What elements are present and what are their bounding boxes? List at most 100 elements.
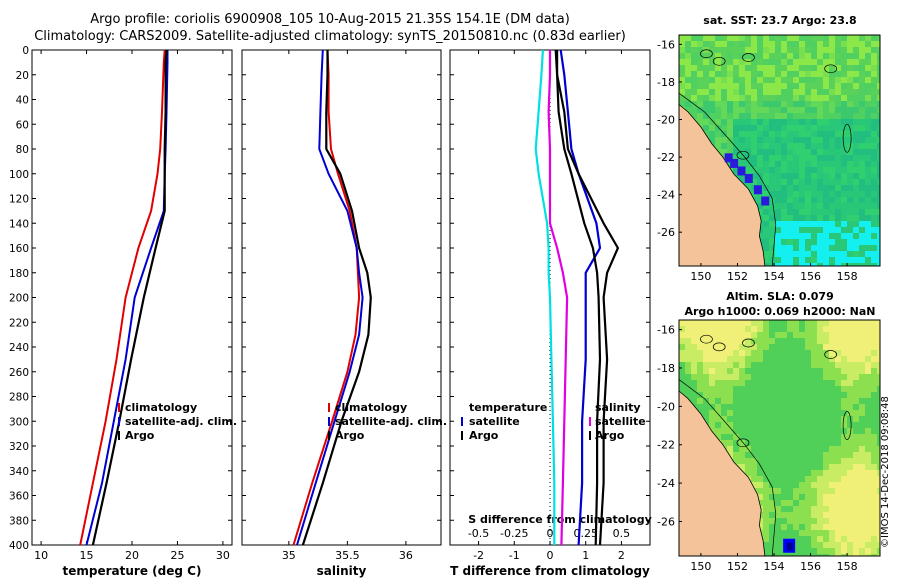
sla-map-cell bbox=[757, 338, 763, 344]
sst-map-cell bbox=[757, 209, 763, 215]
sla-map-cell bbox=[787, 368, 793, 374]
sla-map-cell bbox=[835, 428, 841, 434]
sst-map-cell bbox=[745, 155, 751, 161]
sst-map-cell bbox=[877, 215, 880, 221]
sla-map-cell bbox=[865, 374, 871, 380]
sla-map-cell bbox=[679, 350, 685, 356]
sst-map-cell bbox=[679, 47, 685, 53]
sla-map-cell bbox=[805, 416, 811, 422]
sst-map-cell bbox=[829, 191, 835, 197]
sst-map-cell bbox=[835, 191, 841, 197]
sst-map-cell bbox=[853, 59, 859, 65]
sst-map-cell bbox=[799, 53, 805, 59]
sst-map-cell bbox=[805, 239, 811, 245]
sst-map-cell bbox=[775, 77, 781, 83]
sla-map-cell bbox=[871, 350, 877, 356]
sst-map-cell bbox=[805, 155, 811, 161]
sla-map-cell bbox=[799, 386, 805, 392]
sst-map-cell bbox=[847, 137, 853, 143]
sst-map-cell bbox=[841, 233, 847, 239]
sla-map-cell bbox=[865, 500, 871, 506]
sla-map-cell bbox=[697, 332, 703, 338]
sla-map-cell bbox=[877, 440, 880, 446]
sla-map-cell bbox=[739, 410, 745, 416]
sst-map-cell bbox=[787, 41, 793, 47]
sla-map-cell bbox=[793, 458, 799, 464]
sst-map-cell bbox=[847, 221, 853, 227]
sla-map-cell bbox=[865, 320, 871, 326]
sla-map-cell bbox=[769, 332, 775, 338]
sla-map-cell bbox=[871, 374, 877, 380]
sst-map-cell bbox=[709, 101, 715, 107]
sla-map-cell bbox=[811, 374, 817, 380]
sst-map-cell bbox=[823, 263, 829, 266]
sla-map-cell bbox=[733, 344, 739, 350]
sst-map-cell bbox=[793, 161, 799, 167]
sst-map-cell bbox=[811, 137, 817, 143]
difference-series-salinity-Argo bbox=[554, 49, 602, 546]
sla-map-cell bbox=[739, 326, 745, 332]
sla-map-cell bbox=[703, 410, 709, 416]
sla-map-cell bbox=[691, 392, 697, 398]
sla-map-cell bbox=[835, 488, 841, 494]
sst-map-cell bbox=[721, 47, 727, 53]
ytick-label: 140 bbox=[9, 218, 29, 230]
sla-map-frame bbox=[678, 319, 881, 557]
sst-map-cell bbox=[799, 113, 805, 119]
sla-map-cell bbox=[829, 554, 835, 556]
sst-map-cell bbox=[775, 221, 781, 227]
sla-map-cell bbox=[757, 470, 763, 476]
sla-map-cell bbox=[871, 344, 877, 350]
sla-map-cell bbox=[757, 386, 763, 392]
sla-map-cell bbox=[859, 374, 865, 380]
sla-map-cell bbox=[829, 464, 835, 470]
sla-map-cell bbox=[745, 434, 751, 440]
sla-map-cell bbox=[799, 434, 805, 440]
sla-map-reef bbox=[736, 438, 750, 448]
sst-map-cell bbox=[721, 89, 727, 95]
sst-map-cell bbox=[745, 101, 751, 107]
sst-map-cell bbox=[823, 197, 829, 203]
sst-map-cell bbox=[739, 47, 745, 53]
sla-map-cell bbox=[769, 320, 775, 326]
sst-map-cell bbox=[787, 89, 793, 95]
sla-map-cell bbox=[745, 422, 751, 428]
sla-map-cell bbox=[853, 332, 859, 338]
sst-map-cell bbox=[751, 155, 757, 161]
sla-map-cell bbox=[823, 464, 829, 470]
sst-map-cell bbox=[739, 77, 745, 83]
sst-map-cell bbox=[745, 131, 751, 137]
sla-map-cell bbox=[787, 416, 793, 422]
sst-map-cell bbox=[811, 191, 817, 197]
sla-map-cell bbox=[877, 422, 880, 428]
sst-map-cell bbox=[871, 209, 877, 215]
sla-map-cell bbox=[727, 398, 733, 404]
sla-map-cell bbox=[721, 332, 727, 338]
sla-map-cell bbox=[769, 452, 775, 458]
sst-map-cell bbox=[799, 155, 805, 161]
sst-map-cell bbox=[781, 263, 787, 266]
sst-map-cell bbox=[829, 221, 835, 227]
sst-map-cell bbox=[835, 77, 841, 83]
sla-map-cell bbox=[877, 410, 880, 416]
sst-map-cell bbox=[853, 197, 859, 203]
sst-map-cell bbox=[871, 179, 877, 185]
sst-map-cell bbox=[805, 41, 811, 47]
sst-map-cell bbox=[859, 149, 865, 155]
sst-map-cell bbox=[763, 35, 769, 41]
sla-map-cell bbox=[685, 350, 691, 356]
sla-map-cell bbox=[739, 374, 745, 380]
sst-map-cell bbox=[853, 209, 859, 215]
sst-map-cell bbox=[835, 143, 841, 149]
sla-map-cell bbox=[787, 344, 793, 350]
map-xtick-label: 152 bbox=[727, 270, 748, 283]
sst-map-cell bbox=[763, 89, 769, 95]
sla-map-cell bbox=[775, 332, 781, 338]
sst-map-cell bbox=[787, 257, 793, 263]
sst-map-cell bbox=[763, 257, 769, 263]
sla-map-cell bbox=[841, 350, 847, 356]
sst-map-cell bbox=[877, 257, 880, 263]
sst-map-cell bbox=[859, 263, 865, 266]
sla-map-cell bbox=[805, 554, 811, 556]
sla-map-cell bbox=[817, 452, 823, 458]
